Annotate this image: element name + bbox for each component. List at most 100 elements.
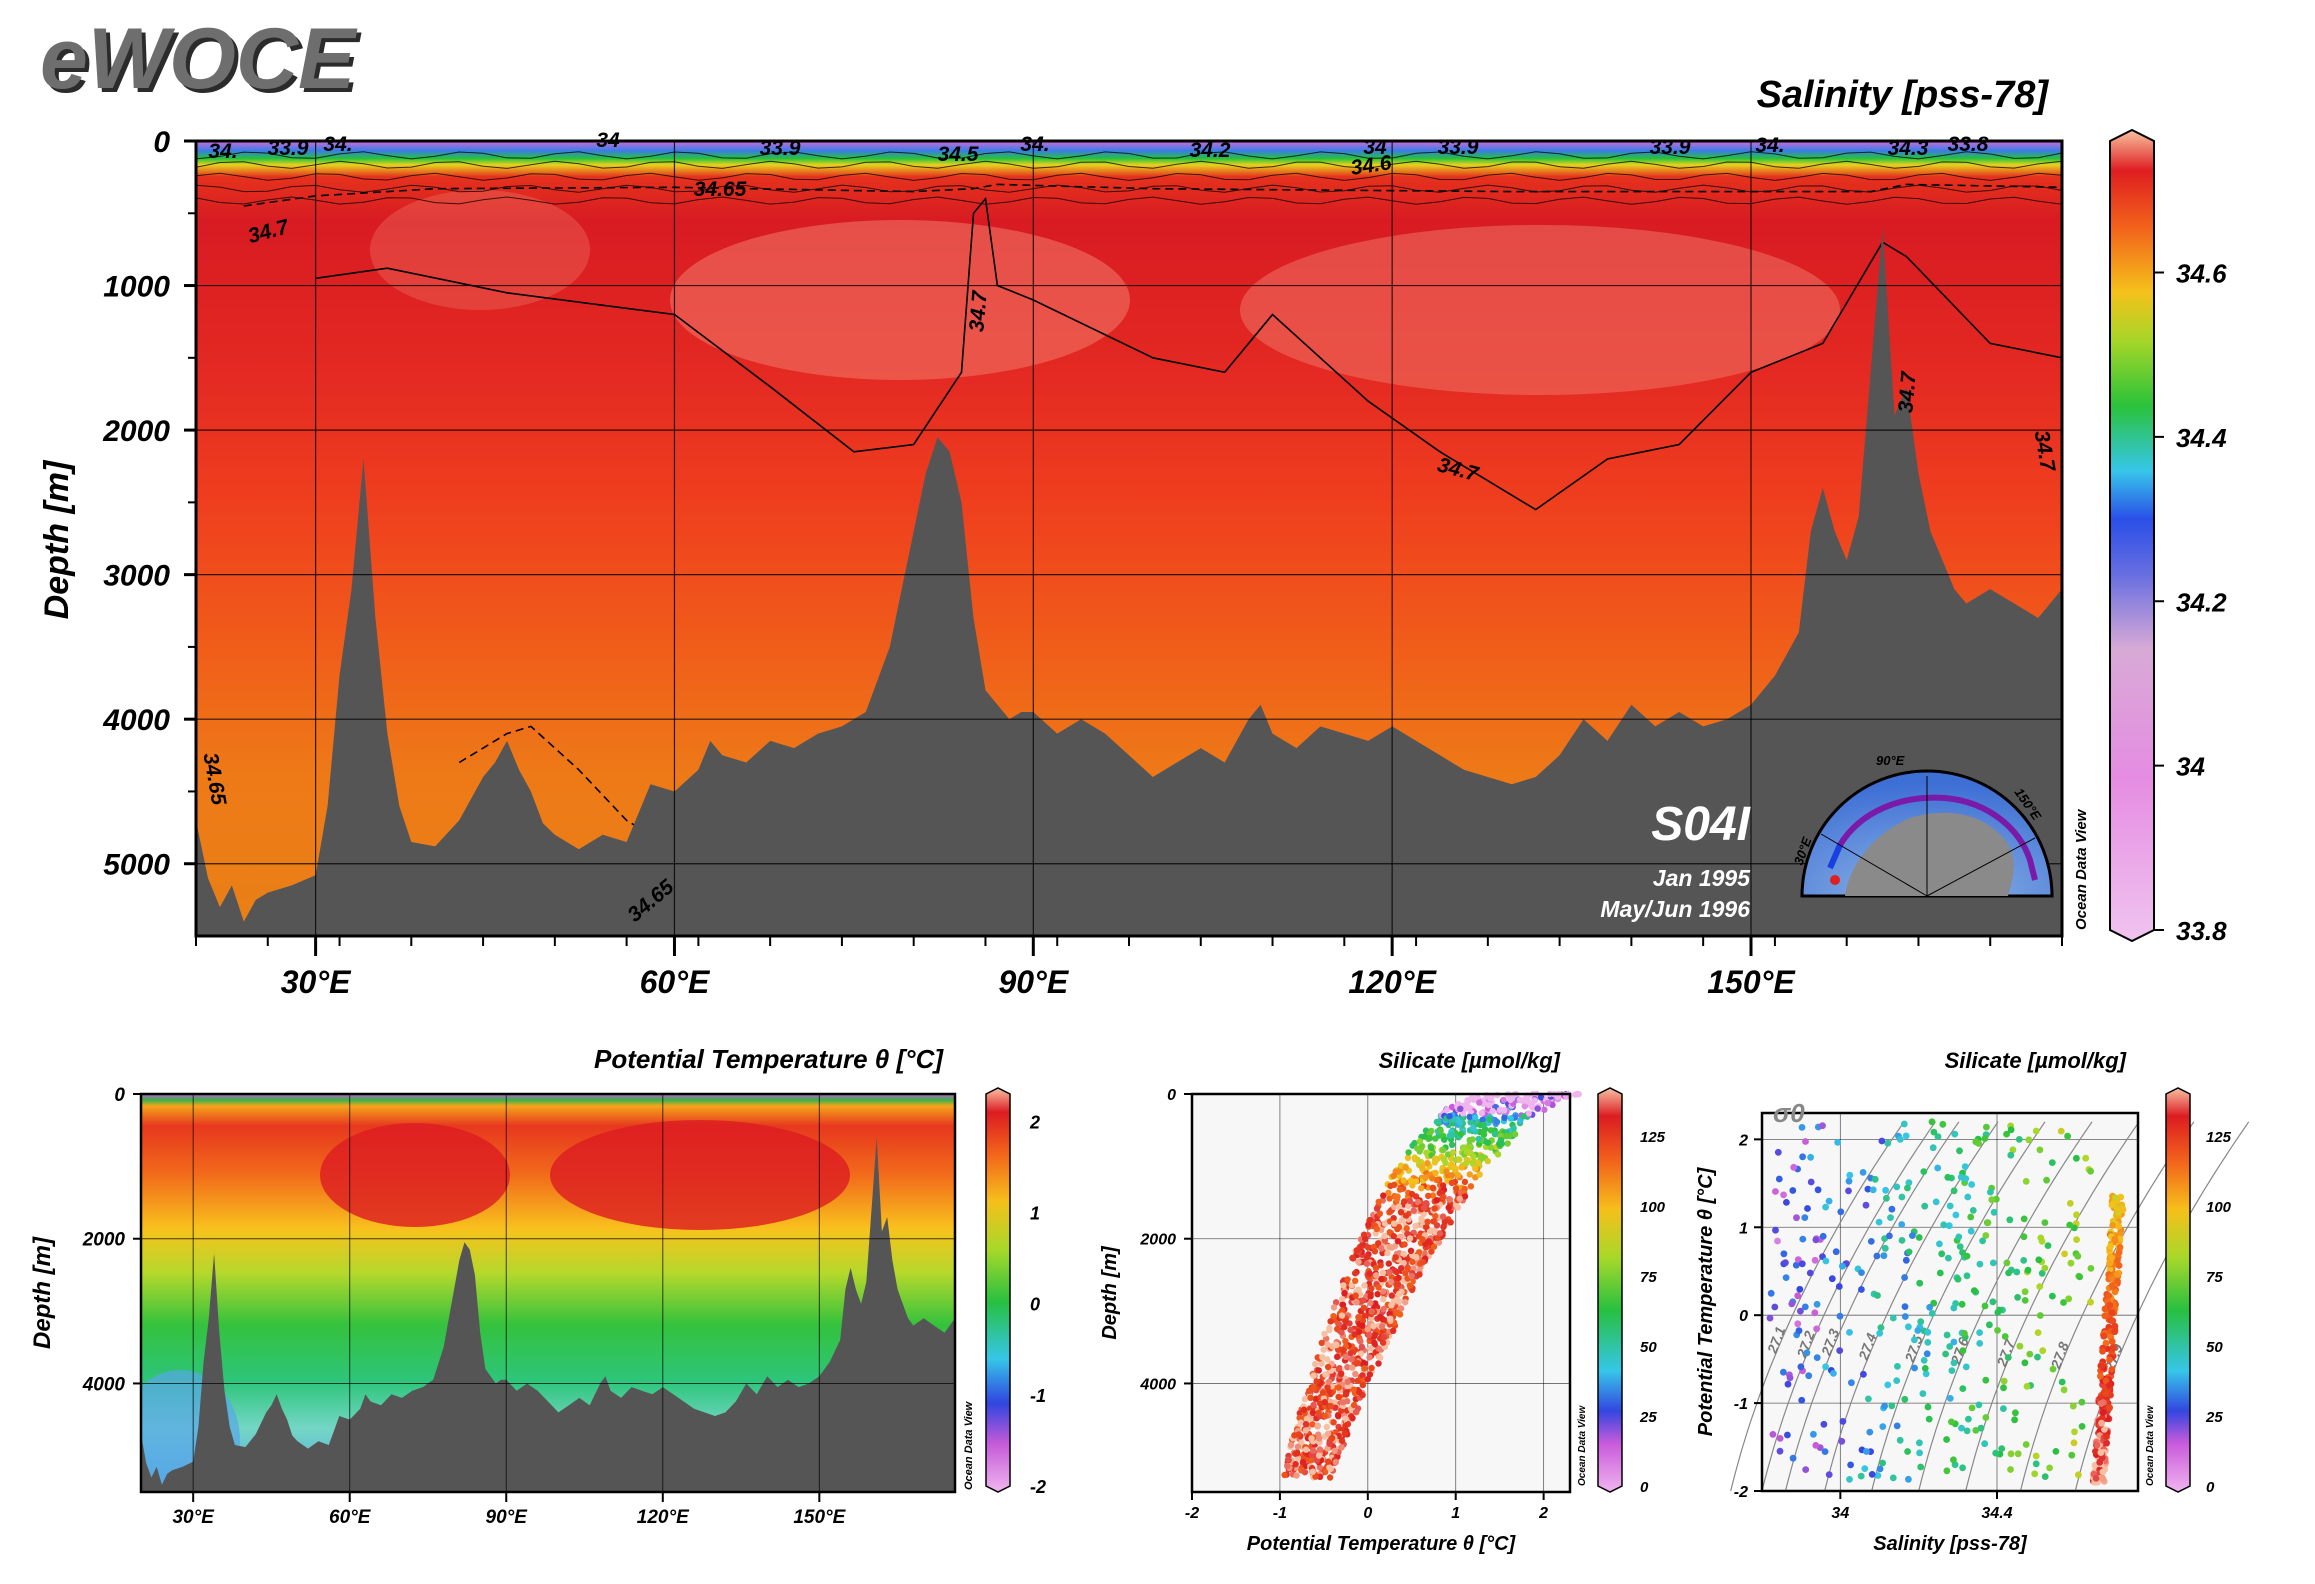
scatter-point	[1972, 1427, 1980, 1434]
scatter-point	[1344, 1364, 1351, 1371]
scatter-point	[1775, 1175, 1783, 1183]
colorbar-tick-label: 125	[1640, 1129, 1666, 1146]
scatter-point	[1875, 1218, 1883, 1226]
scatter-point	[1385, 1189, 1392, 1197]
scatter-point	[1981, 1135, 1989, 1142]
scatter-point	[2099, 1408, 2107, 1416]
scatter-point	[1979, 1237, 1986, 1245]
scatter-point	[1296, 1410, 1304, 1417]
scatter-point	[1314, 1422, 1322, 1429]
scatter-point	[1378, 1245, 1385, 1252]
scatter-point	[1371, 1248, 1379, 1255]
scatter-point	[1938, 1250, 1946, 1258]
scatter-point	[1484, 1139, 1492, 1146]
scatter-point	[1519, 1097, 1526, 1105]
axes-frame-ts	[1760, 1111, 2140, 1493]
scatter-point	[1846, 1171, 1854, 1179]
scatter-point	[1877, 1324, 1885, 1331]
scatter-point	[1404, 1154, 1412, 1162]
scatter-point	[2106, 1404, 2114, 1412]
scatter-point	[1394, 1280, 1402, 1288]
scatter-point	[1889, 1314, 1897, 1322]
scatter-point	[1416, 1138, 1424, 1145]
scatter-point	[1445, 1204, 1452, 1211]
scatter-point	[1375, 1284, 1382, 1291]
scatter-point	[1963, 1272, 1971, 1280]
scatter-point	[1858, 1269, 1865, 1276]
scatter-point	[2108, 1309, 2116, 1316]
scatter-point	[1944, 1173, 1952, 1181]
scatter-point	[2035, 1256, 2043, 1264]
scatter-point	[2093, 1441, 2101, 1449]
odv-label-theta: Ocean Data View	[963, 1400, 975, 1490]
scatter-point	[1928, 1118, 1936, 1126]
scatter-point	[1921, 1202, 1929, 1210]
scatter-point	[1358, 1343, 1366, 1351]
scatter-point	[2110, 1344, 2118, 1352]
scatter-point	[1888, 1205, 1896, 1213]
bathymetry-main	[196, 227, 2062, 936]
scatter-point	[1338, 1444, 1345, 1451]
scatter-point	[2074, 1252, 2082, 1260]
scatter-point	[2099, 1475, 2107, 1482]
scatter-point	[1799, 1235, 1807, 1243]
scatter-point	[1950, 1338, 1958, 1346]
scatter-point	[2044, 1242, 2052, 1249]
colorbar-ticks: 33.8 34 34.2 34.4 34.6	[2154, 259, 2227, 946]
scatter-point	[1820, 1420, 1828, 1428]
ts-title: Silicate [µmol/kg]	[1945, 1048, 2127, 1073]
scatter-point	[1521, 1103, 1529, 1110]
scatter-point	[1324, 1363, 1332, 1371]
scatter-point	[1772, 1188, 1779, 1195]
scatter-point	[1956, 1243, 1964, 1250]
scatter-point	[1984, 1219, 1992, 1227]
section-label: S04I	[1651, 798, 1751, 851]
scatter-point	[1406, 1235, 1414, 1242]
scatter-point	[1447, 1219, 1454, 1226]
scatter-point	[1943, 1436, 1950, 1443]
scatter-point	[1356, 1388, 1363, 1396]
scatter-point	[1366, 1354, 1373, 1361]
scatter-point	[1901, 1313, 1909, 1320]
scatter-point	[1466, 1143, 1474, 1151]
scatter-point	[1909, 1232, 1916, 1239]
scatter-point	[1865, 1395, 1872, 1403]
scatter-point	[1945, 1254, 1952, 1262]
scatter-point	[1904, 1448, 1911, 1455]
scatter-point	[2003, 1259, 2011, 1267]
cruise-track	[1837, 794, 2038, 881]
scatter-point	[1342, 1391, 1350, 1398]
inset-meridian	[1820, 833, 1928, 897]
scatter-point	[1435, 1118, 1442, 1126]
scatter-point	[1814, 1186, 1822, 1194]
scatter-point	[1395, 1224, 1403, 1231]
scatter-point	[1972, 1138, 1980, 1146]
scatter-point	[2102, 1339, 2110, 1347]
scatter-point	[1340, 1282, 1347, 1289]
scatter-point	[2106, 1260, 2114, 1267]
salinity-section-panel: 30°E 60°E 90°E 120°E 150°E 0 1000 2000 3000 4000…	[38, 74, 2227, 1000]
scatter-point	[1942, 1350, 1949, 1358]
contour-labels: 34. 33.9 34. 34 33.9 34.5 34. 34.2 34 33.9 33.9 34.…	[199, 129, 2060, 927]
scatter-point	[1348, 1356, 1356, 1363]
scatter-point	[1917, 1463, 1925, 1471]
x-axis-silicate-depth: -2 -1 0 1 2	[1185, 1492, 1548, 1522]
scatter-point	[1784, 1380, 1792, 1388]
scatter-point	[1414, 1198, 1422, 1206]
scatter-point	[1395, 1274, 1402, 1282]
scatter-point	[1338, 1307, 1346, 1314]
scatter-point	[1457, 1130, 1465, 1138]
contour-label: 34.65	[694, 178, 747, 201]
scatter-point	[1440, 1146, 1447, 1154]
scatter-point	[1461, 1193, 1469, 1200]
scatter-point	[1412, 1223, 1419, 1230]
scatter-point	[1367, 1345, 1374, 1352]
scatter-point	[1940, 1221, 1948, 1229]
scatter-point	[1395, 1298, 1403, 1305]
scatter-point	[1916, 1279, 1924, 1287]
scatter-point	[1441, 1218, 1449, 1226]
scatter-point	[1835, 1283, 1843, 1290]
scatter-point	[1801, 1303, 1809, 1311]
scatter-point	[1355, 1286, 1362, 1293]
scatter-point	[1418, 1215, 1425, 1223]
